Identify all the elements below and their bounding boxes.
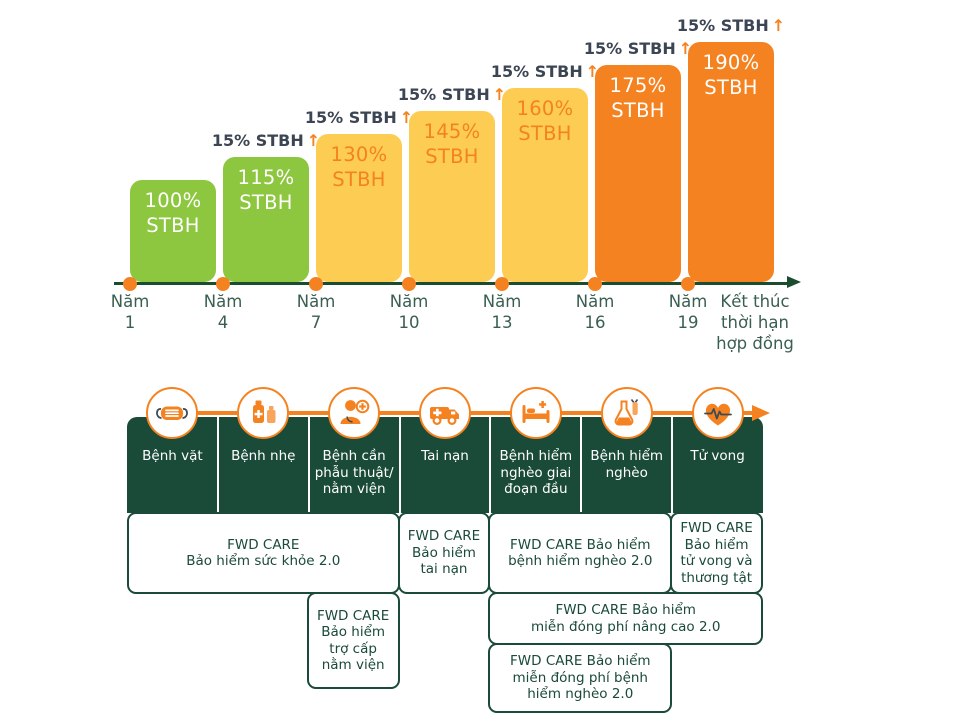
axis-tick-dot bbox=[402, 277, 416, 291]
increase-label-text: 15% STBH bbox=[583, 39, 676, 58]
increase-label: 15% STBH ↑ bbox=[304, 105, 414, 127]
product-box: FWD CARE Bảo hiểm sức khỏe 2.0 bbox=[127, 512, 400, 594]
increase-label: 15% STBH ↑ bbox=[583, 36, 693, 58]
increase-label: 15% STBH ↑ bbox=[211, 128, 321, 150]
axis-tick-dot bbox=[495, 277, 509, 291]
increase-label-text: 15% STBH bbox=[397, 85, 490, 104]
increase-label-text: 15% STBH bbox=[304, 108, 397, 127]
icon-timeline-arrow-icon bbox=[752, 405, 770, 421]
benefit-bar: 175% STBH bbox=[595, 65, 681, 282]
category-icon-circle bbox=[509, 387, 562, 439]
ambulance-icon bbox=[430, 407, 459, 426]
axis-tick-dot bbox=[681, 277, 695, 291]
benefit-bar: 145% STBH bbox=[409, 111, 495, 282]
product-box: FWD CARE Bảo hiểm miễn đóng phí nâng cao… bbox=[488, 592, 763, 645]
category-icon-circle bbox=[237, 387, 290, 439]
increase-label-text: 15% STBH bbox=[490, 62, 583, 81]
axis-tick-dot bbox=[123, 277, 137, 291]
mask-icon bbox=[156, 406, 189, 420]
x-axis-label: Năm 16 bbox=[575, 292, 615, 332]
product-box: FWD CARE Bảo hiểm trợ cấp nằm viện bbox=[306, 592, 400, 689]
x-axis-label: Năm 10 bbox=[389, 292, 429, 332]
axis-tick-dot bbox=[588, 277, 602, 291]
category-icon-circle bbox=[328, 387, 381, 439]
product-box: FWD CARE Bảo hiểm tử vong và thương tật bbox=[670, 512, 763, 594]
benefit-bar: 130% STBH bbox=[316, 134, 402, 282]
header-column-divider bbox=[580, 417, 583, 513]
category-label: Tử vong bbox=[690, 448, 745, 464]
increase-label: 15% STBH ↑ bbox=[676, 13, 786, 35]
axis-tick-dot bbox=[216, 277, 230, 291]
category-label: Bệnh hiểm nghèo bbox=[590, 448, 664, 481]
category-label: Tai nạn bbox=[421, 448, 469, 464]
increase-label-text: 15% STBH bbox=[676, 16, 769, 35]
product-box: FWD CARE Bảo hiểm bệnh hiểm nghèo 2.0 bbox=[488, 512, 673, 594]
category-icon-circle bbox=[419, 387, 471, 439]
axis-tick-dot bbox=[309, 277, 323, 291]
hospital-bed-icon bbox=[522, 401, 550, 423]
x-axis-arrow-icon bbox=[787, 276, 801, 288]
doctor-icon bbox=[340, 399, 370, 424]
flask-icon bbox=[614, 399, 638, 426]
header-column-divider bbox=[489, 417, 492, 513]
header-column-divider bbox=[671, 417, 674, 513]
x-axis-end-label: Kết thúc thời hạn hợp đồng bbox=[716, 292, 794, 353]
medicine-icon bbox=[253, 400, 276, 423]
x-axis-label: Năm 19 bbox=[668, 292, 708, 332]
header-column-divider bbox=[398, 417, 401, 513]
heart-pulse-icon bbox=[703, 403, 732, 426]
benefit-bar: 115% STBH bbox=[223, 157, 309, 282]
category-label: Bệnh cần phẫu thuật/ nằm viện bbox=[314, 448, 394, 497]
x-axis-line bbox=[114, 282, 787, 285]
increase-label: 15% STBH ↑ bbox=[490, 59, 600, 81]
increase-arrow-icon: ↑ bbox=[771, 16, 786, 35]
category-icon-circle bbox=[146, 387, 199, 439]
x-axis-label: Năm 4 bbox=[203, 292, 243, 332]
benefit-bar: 160% STBH bbox=[502, 88, 588, 282]
header-column-divider bbox=[307, 417, 310, 513]
benefit-bar: 190% STBH bbox=[688, 42, 774, 282]
increase-label-text: 15% STBH bbox=[211, 131, 304, 150]
category-label: Bệnh nhẹ bbox=[231, 448, 296, 464]
category-icon-circle bbox=[600, 387, 653, 439]
category-label: Bệnh hiểm nghèo giai đoạn đầu bbox=[499, 448, 573, 497]
x-axis-label: Năm 7 bbox=[296, 292, 336, 332]
benefit-bar: 100% STBH bbox=[130, 180, 216, 282]
x-axis-label: Năm 1 bbox=[110, 292, 150, 332]
category-icon-circle bbox=[691, 387, 744, 439]
x-axis-label: Năm 13 bbox=[482, 292, 522, 332]
category-label: Bệnh vặt bbox=[142, 448, 203, 464]
product-box: FWD CARE Bảo hiểm miễn đóng phí bệnh hiể… bbox=[488, 643, 673, 713]
product-box: FWD CARE Bảo hiểm tai nạn bbox=[397, 512, 491, 594]
increase-label: 15% STBH ↑ bbox=[397, 82, 507, 104]
header-column-divider bbox=[216, 417, 219, 513]
